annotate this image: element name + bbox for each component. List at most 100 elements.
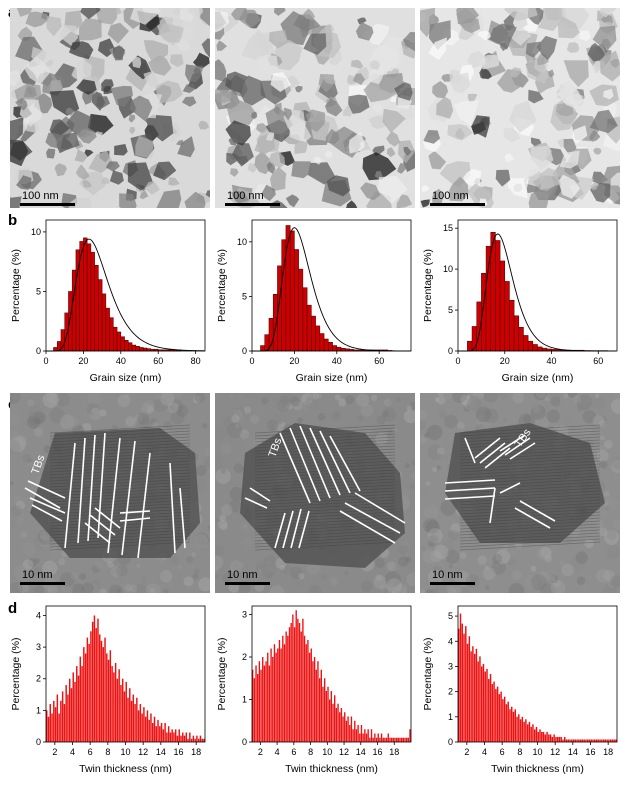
noise-speck <box>22 542 36 556</box>
histogram-bar <box>337 704 338 742</box>
noise-speck <box>420 486 426 496</box>
histogram-bar <box>85 653 86 742</box>
noise-speck <box>293 578 303 588</box>
scalebar-label: 10 nm <box>432 569 463 581</box>
noise-speck <box>267 420 278 431</box>
noise-speck <box>448 530 459 541</box>
histogram-bar <box>328 342 332 351</box>
histogram-bar <box>373 738 374 742</box>
histogram-bar <box>282 636 283 742</box>
noise-speck <box>499 393 509 400</box>
noise-speck <box>424 505 439 520</box>
histogram-bar <box>341 708 342 742</box>
histogram-bar <box>67 695 68 742</box>
noise-speck <box>129 584 137 592</box>
noise-speck <box>244 406 251 413</box>
histogram-bar <box>287 636 288 742</box>
noise-speck <box>10 481 13 486</box>
histogram-bar <box>121 337 125 351</box>
noise-speck <box>194 568 199 573</box>
histogram-bar <box>80 657 81 742</box>
hrtem-image-1: TBs 10 nm <box>10 393 210 593</box>
x-tick-label: 18 <box>603 747 613 757</box>
noise-speck <box>410 483 415 489</box>
noise-speck <box>512 570 522 580</box>
histogram-bar <box>92 622 93 742</box>
scalebar-label: 100 nm <box>227 190 264 202</box>
noise-speck <box>371 395 377 401</box>
histogram-bar <box>71 688 72 742</box>
scalebar-line <box>20 203 75 206</box>
histogram-bar <box>170 733 171 742</box>
histogram-bar <box>143 707 144 742</box>
x-tick-label: 14 <box>568 747 578 757</box>
x-tick-label: 20 <box>289 356 299 366</box>
histogram-bar <box>194 739 195 742</box>
histogram-bar <box>374 734 375 743</box>
noise-speck <box>576 551 588 563</box>
histogram-bar <box>316 326 320 351</box>
scalebar-label: 100 nm <box>22 190 59 202</box>
histogram-bar <box>528 341 533 351</box>
noise-speck <box>250 415 259 424</box>
noise-speck <box>281 422 286 427</box>
histogram-bar <box>65 685 66 742</box>
noise-speck <box>231 415 239 423</box>
histogram-bar <box>391 738 392 742</box>
histogram-bar <box>533 344 538 351</box>
histogram-bar <box>166 733 167 742</box>
histogram-bar <box>126 682 127 742</box>
histogram-bar <box>284 644 285 742</box>
histogram-bar <box>83 647 84 742</box>
scalebar-line <box>430 203 485 206</box>
noise-speck <box>420 442 426 448</box>
y-tick-label: 1 <box>242 695 247 705</box>
histogram-bar <box>285 632 286 743</box>
histogram-bar <box>64 704 65 742</box>
noise-speck <box>604 491 610 497</box>
x-tick-label: 16 <box>373 747 383 757</box>
histogram-bar <box>344 712 345 742</box>
grain-shape <box>286 194 299 207</box>
histogram-bar <box>179 729 180 742</box>
noise-speck <box>561 564 574 577</box>
grain-shape <box>10 118 23 145</box>
histogram-bar <box>469 636 470 742</box>
noise-speck <box>357 415 363 421</box>
histogram-bar <box>327 687 328 742</box>
noise-speck <box>405 463 410 468</box>
histogram-bar <box>388 734 389 743</box>
noise-speck <box>597 445 606 454</box>
grain-shape <box>76 164 90 180</box>
histogram-bar <box>378 734 379 743</box>
noise-speck <box>246 393 253 398</box>
histogram-bar <box>134 704 135 742</box>
histogram-bar <box>125 340 129 351</box>
x-tick-label: 0 <box>249 356 254 366</box>
x-tick-label: 10 <box>532 747 542 757</box>
noise-speck <box>404 410 415 423</box>
noise-speck <box>100 589 107 593</box>
noise-speck <box>420 589 425 593</box>
noise-speck <box>445 585 452 592</box>
grain-shape <box>156 190 181 209</box>
x-tick-label: 4 <box>482 747 487 757</box>
y-tick-label: 1 <box>448 712 453 722</box>
y-axis-label: Percentage (%) <box>10 249 22 322</box>
histogram-bar <box>101 641 102 742</box>
histogram-bar <box>367 729 368 742</box>
grain-shape <box>257 55 278 74</box>
micrograph-a-1-texture <box>10 8 210 208</box>
noise-speck <box>204 445 210 456</box>
x-axis-label: Grain size (nm) <box>502 372 574 384</box>
noise-speck <box>173 393 182 398</box>
y-tick-label: 10 <box>237 237 247 247</box>
noise-speck <box>577 577 586 586</box>
histogram-bar <box>362 734 363 743</box>
noise-speck <box>460 552 467 559</box>
histogram-bar <box>505 281 510 351</box>
